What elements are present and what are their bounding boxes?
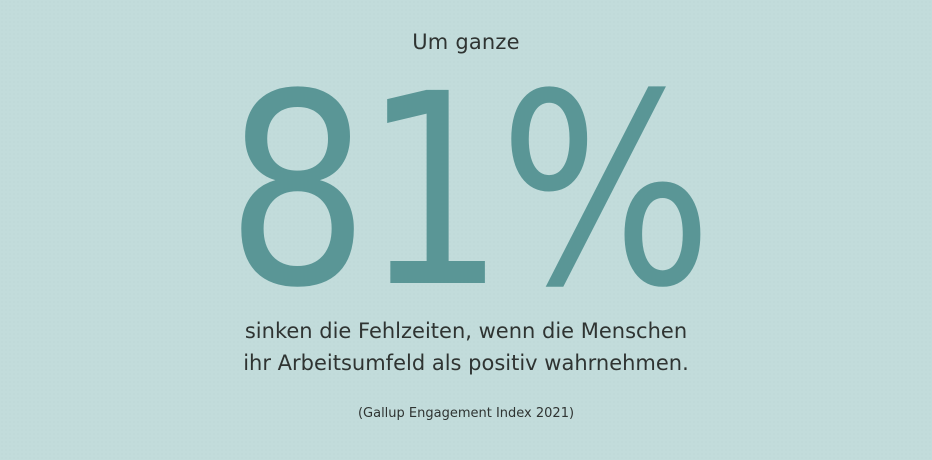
stat-figure: 81% <box>0 58 932 308</box>
intro-text: Um ganze <box>412 30 520 54</box>
stat-value: 81% <box>226 58 706 308</box>
claim-line-2: ihr Arbeitsumfeld als positiv wahrnehmen… <box>243 351 689 375</box>
claim-line-1: sinken die Fehlzeiten, wenn die Menschen <box>244 319 688 343</box>
claim-text: sinken die Fehlzeiten, wenn die Menschen… <box>0 315 932 379</box>
source-citation: (Gallup Engagement Index 2021) <box>357 406 575 421</box>
